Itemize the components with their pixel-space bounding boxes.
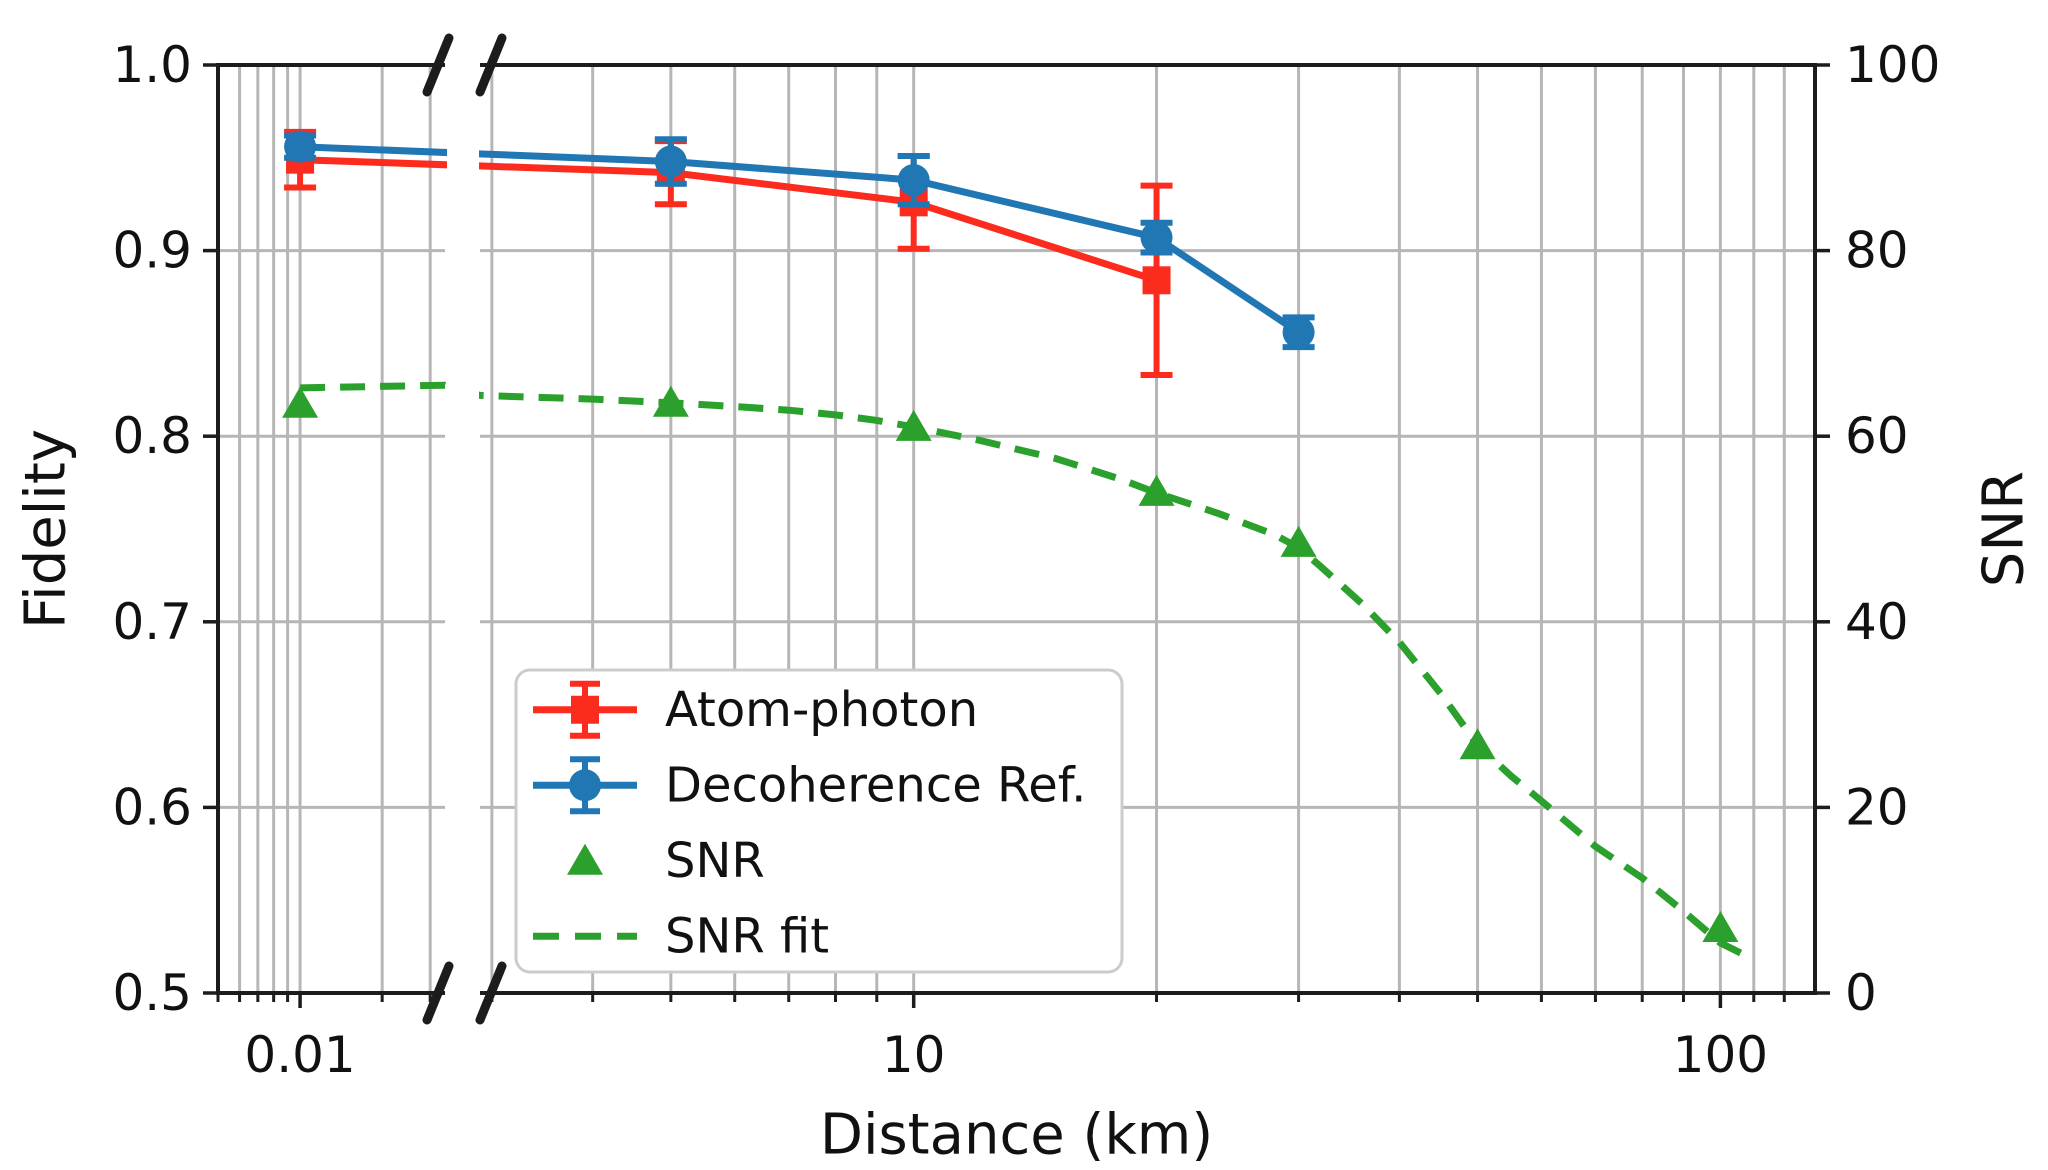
circle-marker bbox=[569, 769, 601, 802]
triangle-marker bbox=[282, 386, 319, 418]
triangle-marker bbox=[1138, 474, 1175, 506]
y-left-tick-label: 0.7 bbox=[112, 593, 192, 651]
legend-entry: SNR fit bbox=[533, 908, 829, 964]
legend-label: SNR fit bbox=[665, 908, 829, 964]
legend-entry: Atom-photon bbox=[533, 680, 978, 739]
y-left-tick-label: 0.9 bbox=[112, 222, 192, 280]
break-slash bbox=[475, 961, 507, 1025]
x-axis-label: Distance (km) bbox=[820, 1103, 1213, 1168]
circle-marker bbox=[897, 164, 930, 197]
fit-line bbox=[479, 391, 1743, 957]
y-left-tick-label: 0.6 bbox=[112, 778, 192, 836]
y-left-tick-label: 0.5 bbox=[112, 964, 192, 1022]
y-right-axis-label: SNR bbox=[1972, 471, 2037, 587]
y-right-tick-label: 100 bbox=[1845, 36, 1940, 94]
legend-entry: SNR bbox=[567, 833, 765, 889]
break-slash bbox=[422, 33, 454, 97]
legend-box bbox=[514, 668, 1124, 974]
y-right-tick-label: 60 bbox=[1845, 407, 1909, 465]
triangle-marker bbox=[1280, 525, 1317, 557]
x-tick-label: 0.01 bbox=[244, 1026, 355, 1084]
legend-entry: Decoherence Ref. bbox=[533, 756, 1086, 815]
axis-break-marks bbox=[422, 33, 507, 1025]
square-marker bbox=[571, 695, 599, 724]
triangle-marker bbox=[567, 843, 603, 875]
y-right-tick-label: 20 bbox=[1845, 778, 1909, 836]
break-slash bbox=[475, 33, 507, 97]
y-left-axis-label: Fidelity bbox=[14, 429, 79, 629]
legend: Atom-photon Decoherence Ref. SNR SNR fit bbox=[514, 668, 1124, 974]
y-right-tick-label: 40 bbox=[1845, 593, 1909, 651]
tick-marks bbox=[203, 63, 1830, 1008]
axes-spines bbox=[216, 63, 1817, 995]
tick-labels: 0.01 10 100 1.0 0.9 0.8 0.7 0.6 0.5 100 80 60 40 20 0 bbox=[112, 36, 1940, 1084]
legend-label: Decoherence Ref. bbox=[665, 757, 1086, 813]
square-marker bbox=[1142, 266, 1171, 295]
series-snr-fit bbox=[300, 381, 1743, 957]
circle-marker bbox=[1282, 316, 1315, 349]
y-right-tick-label: 80 bbox=[1845, 222, 1909, 280]
circle-marker bbox=[1140, 221, 1173, 254]
y-left-tick-label: 1.0 bbox=[112, 36, 192, 94]
y-right-tick-label: 0 bbox=[1845, 964, 1877, 1022]
triangle-marker bbox=[1702, 911, 1739, 943]
axis-labels: Distance (km) Fidelity SNR bbox=[14, 429, 2037, 1167]
series-line bbox=[479, 162, 1158, 284]
legend-label: SNR bbox=[665, 833, 765, 889]
x-tick-label: 10 bbox=[882, 1026, 946, 1084]
series-decoherence-ref- bbox=[284, 130, 1315, 351]
legend-label: Atom-photon bbox=[665, 682, 978, 738]
x-tick-label: 100 bbox=[1673, 1026, 1768, 1084]
break-slash bbox=[422, 961, 454, 1025]
circle-marker bbox=[284, 130, 317, 163]
y-left-tick-label: 0.8 bbox=[112, 407, 192, 465]
circle-marker bbox=[654, 145, 687, 178]
